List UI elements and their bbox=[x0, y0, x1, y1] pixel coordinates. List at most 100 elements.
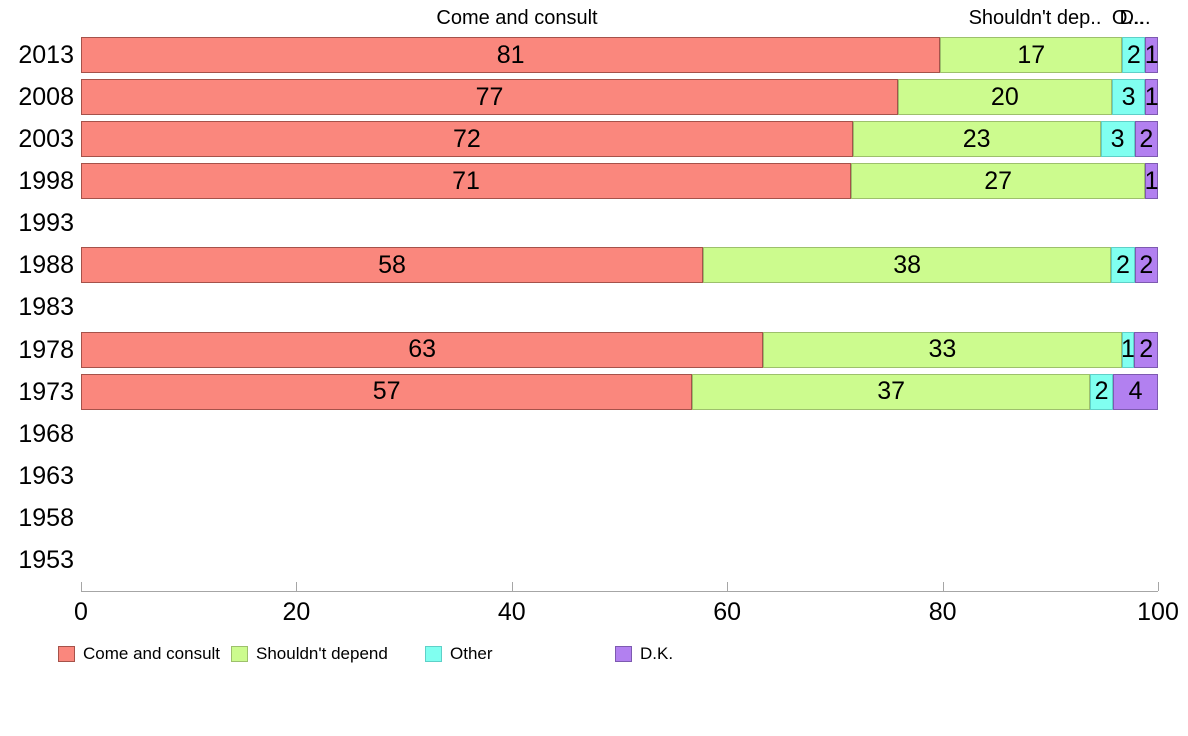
y-axis-label: 2013 bbox=[18, 41, 74, 69]
bar-segment-come-and-consult[interactable]: 63 bbox=[81, 331, 764, 368]
y-axis-label: 2003 bbox=[18, 125, 74, 154]
bar-segment-d-k[interactable]: 1 bbox=[1144, 37, 1159, 73]
y-axis-label: 1963 bbox=[18, 461, 74, 490]
segment-value-label: 2 bbox=[1139, 124, 1154, 153]
x-axis-tick-label: 100 bbox=[1137, 598, 1179, 626]
bar-row: 72 23 3 2 bbox=[81, 121, 1158, 158]
bar-row: 63 33 1 2 bbox=[81, 331, 1158, 368]
segment-value-label: 57 bbox=[372, 377, 401, 406]
y-axis-label: 1993 bbox=[18, 209, 74, 238]
y-axis-label: 1983 bbox=[18, 293, 74, 322]
legend-swatch bbox=[615, 646, 632, 662]
bar-segment-shouldn-t-depend[interactable]: 38 bbox=[703, 247, 1112, 284]
bar-segment-come-and-consult[interactable]: 57 bbox=[81, 373, 693, 410]
legend-item-other[interactable]: Other bbox=[425, 644, 493, 663]
bar-segment-d-k[interactable]: 1 bbox=[1144, 79, 1159, 116]
y-axis-label: 1953 bbox=[18, 545, 74, 574]
legend-label: Come and consult bbox=[83, 644, 221, 663]
bar-segment-shouldn-t-depend[interactable]: 33 bbox=[763, 331, 1122, 368]
segment-value-label: 17 bbox=[1017, 40, 1046, 69]
bar-segment-shouldn-t-depend[interactable]: 17 bbox=[940, 37, 1123, 73]
x-axis-tick bbox=[1158, 582, 1159, 591]
bar-segment-d-k[interactable]: 4 bbox=[1113, 373, 1158, 410]
segment-value-label: 2 bbox=[1139, 250, 1154, 279]
y-axis-label: 1958 bbox=[18, 503, 74, 532]
bar-segment-d-k[interactable]: 1 bbox=[1144, 163, 1159, 200]
y-axis-label: 1973 bbox=[18, 377, 74, 406]
bar-row: 77 20 3 1 bbox=[81, 79, 1159, 116]
column-header-label: O... bbox=[1111, 7, 1145, 29]
bar-segment-other[interactable]: 3 bbox=[1111, 79, 1146, 116]
bar-segment-d-k[interactable]: 2 bbox=[1134, 247, 1158, 284]
segment-value-label: 23 bbox=[962, 124, 991, 153]
legend-swatch bbox=[425, 646, 442, 662]
segment-value-label: 3 bbox=[1121, 82, 1136, 111]
segment-value-label: 1 bbox=[1121, 335, 1135, 364]
segment-value-label: 3 bbox=[1110, 124, 1125, 153]
bar-segment-shouldn-t-depend[interactable]: 27 bbox=[851, 163, 1146, 200]
segment-value-label: 77 bbox=[475, 82, 504, 111]
x-axis-line bbox=[81, 591, 1158, 592]
column-header-label: Come and consult bbox=[436, 7, 598, 29]
segment-value-label: 37 bbox=[877, 377, 905, 406]
bar-segment-shouldn-t-depend[interactable]: 37 bbox=[692, 373, 1090, 410]
y-axis-label: 1998 bbox=[18, 167, 74, 196]
segment-value-label: 1 bbox=[1144, 166, 1159, 195]
segment-value-label: 72 bbox=[452, 124, 481, 153]
bar-segment-d-k[interactable]: 2 bbox=[1134, 121, 1158, 158]
y-axis-label: 1968 bbox=[18, 419, 74, 448]
bar-segment-come-and-consult[interactable]: 72 bbox=[81, 121, 853, 158]
segment-value-label: 81 bbox=[496, 40, 525, 69]
legend-item-come-and-consult[interactable]: Come and consult bbox=[58, 644, 221, 663]
y-axis-label: 2008 bbox=[18, 83, 74, 112]
bar-row: 58 38 2 2 bbox=[81, 247, 1158, 284]
legend-item-shouldn-t-depend[interactable]: Shouldn't depend bbox=[231, 644, 388, 663]
x-axis-tick-label: 20 bbox=[282, 598, 311, 626]
bar-segment-other[interactable]: 2 bbox=[1089, 373, 1114, 410]
segment-value-label: 20 bbox=[990, 82, 1019, 111]
x-axis-tick-label: 0 bbox=[74, 598, 88, 626]
segment-value-label: 2 bbox=[1115, 250, 1130, 279]
segment-value-label: 1 bbox=[1144, 40, 1159, 69]
x-axis-tick-label: 60 bbox=[713, 598, 742, 626]
bar-segment-shouldn-t-depend[interactable]: 20 bbox=[897, 79, 1112, 116]
x-axis-tick bbox=[942, 582, 944, 591]
bar-segment-come-and-consult[interactable]: 81 bbox=[81, 37, 941, 73]
bar-segment-other[interactable]: 3 bbox=[1100, 121, 1135, 158]
bar-segment-other[interactable]: 2 bbox=[1111, 247, 1135, 284]
bar-segment-other[interactable]: 2 bbox=[1122, 37, 1146, 73]
x-axis-tick-label: 40 bbox=[497, 598, 526, 626]
x-axis-tick-label: 80 bbox=[928, 598, 957, 626]
legend-item-d-k[interactable]: D.K. bbox=[615, 644, 674, 663]
segment-value-label: 2 bbox=[1126, 40, 1141, 69]
x-axis-tick bbox=[511, 582, 513, 591]
segment-value-label: 33 bbox=[928, 335, 957, 364]
legend-swatch bbox=[58, 646, 75, 662]
bar-row: 57 37 2 4 bbox=[81, 373, 1158, 410]
legend-label: D.K. bbox=[640, 644, 674, 663]
x-axis-tick bbox=[296, 582, 298, 591]
column-header-label: D... bbox=[1119, 7, 1151, 29]
legend-swatch bbox=[231, 646, 248, 662]
bar-segment-come-and-consult[interactable]: 77 bbox=[81, 79, 898, 116]
y-axis-label: 1978 bbox=[18, 335, 74, 364]
bar-segment-shouldn-t-depend[interactable]: 23 bbox=[852, 121, 1101, 158]
bar-row: 81 17 2 1 bbox=[81, 37, 1159, 73]
segment-value-label: 71 bbox=[452, 166, 480, 195]
segment-value-label: 1 bbox=[1144, 82, 1159, 111]
bar-segment-come-and-consult[interactable]: 71 bbox=[81, 163, 852, 200]
y-axis-label: 1988 bbox=[18, 251, 74, 280]
column-header-label: Shouldn't dep.. bbox=[968, 7, 1102, 29]
bar-segment-other[interactable]: 1 bbox=[1121, 331, 1135, 368]
segment-value-label: 2 bbox=[1139, 335, 1154, 364]
segment-value-label: 38 bbox=[893, 250, 922, 279]
legend-label: Shouldn't depend bbox=[256, 644, 388, 663]
bar-segment-come-and-consult[interactable]: 58 bbox=[81, 247, 704, 284]
x-axis-tick bbox=[727, 582, 729, 591]
bar-segment-d-k[interactable]: 2 bbox=[1134, 331, 1158, 368]
segment-value-label: 63 bbox=[408, 335, 437, 364]
segment-value-label: 58 bbox=[378, 250, 406, 279]
segment-value-label: 2 bbox=[1094, 377, 1109, 406]
segment-value-label: 27 bbox=[984, 166, 1013, 195]
